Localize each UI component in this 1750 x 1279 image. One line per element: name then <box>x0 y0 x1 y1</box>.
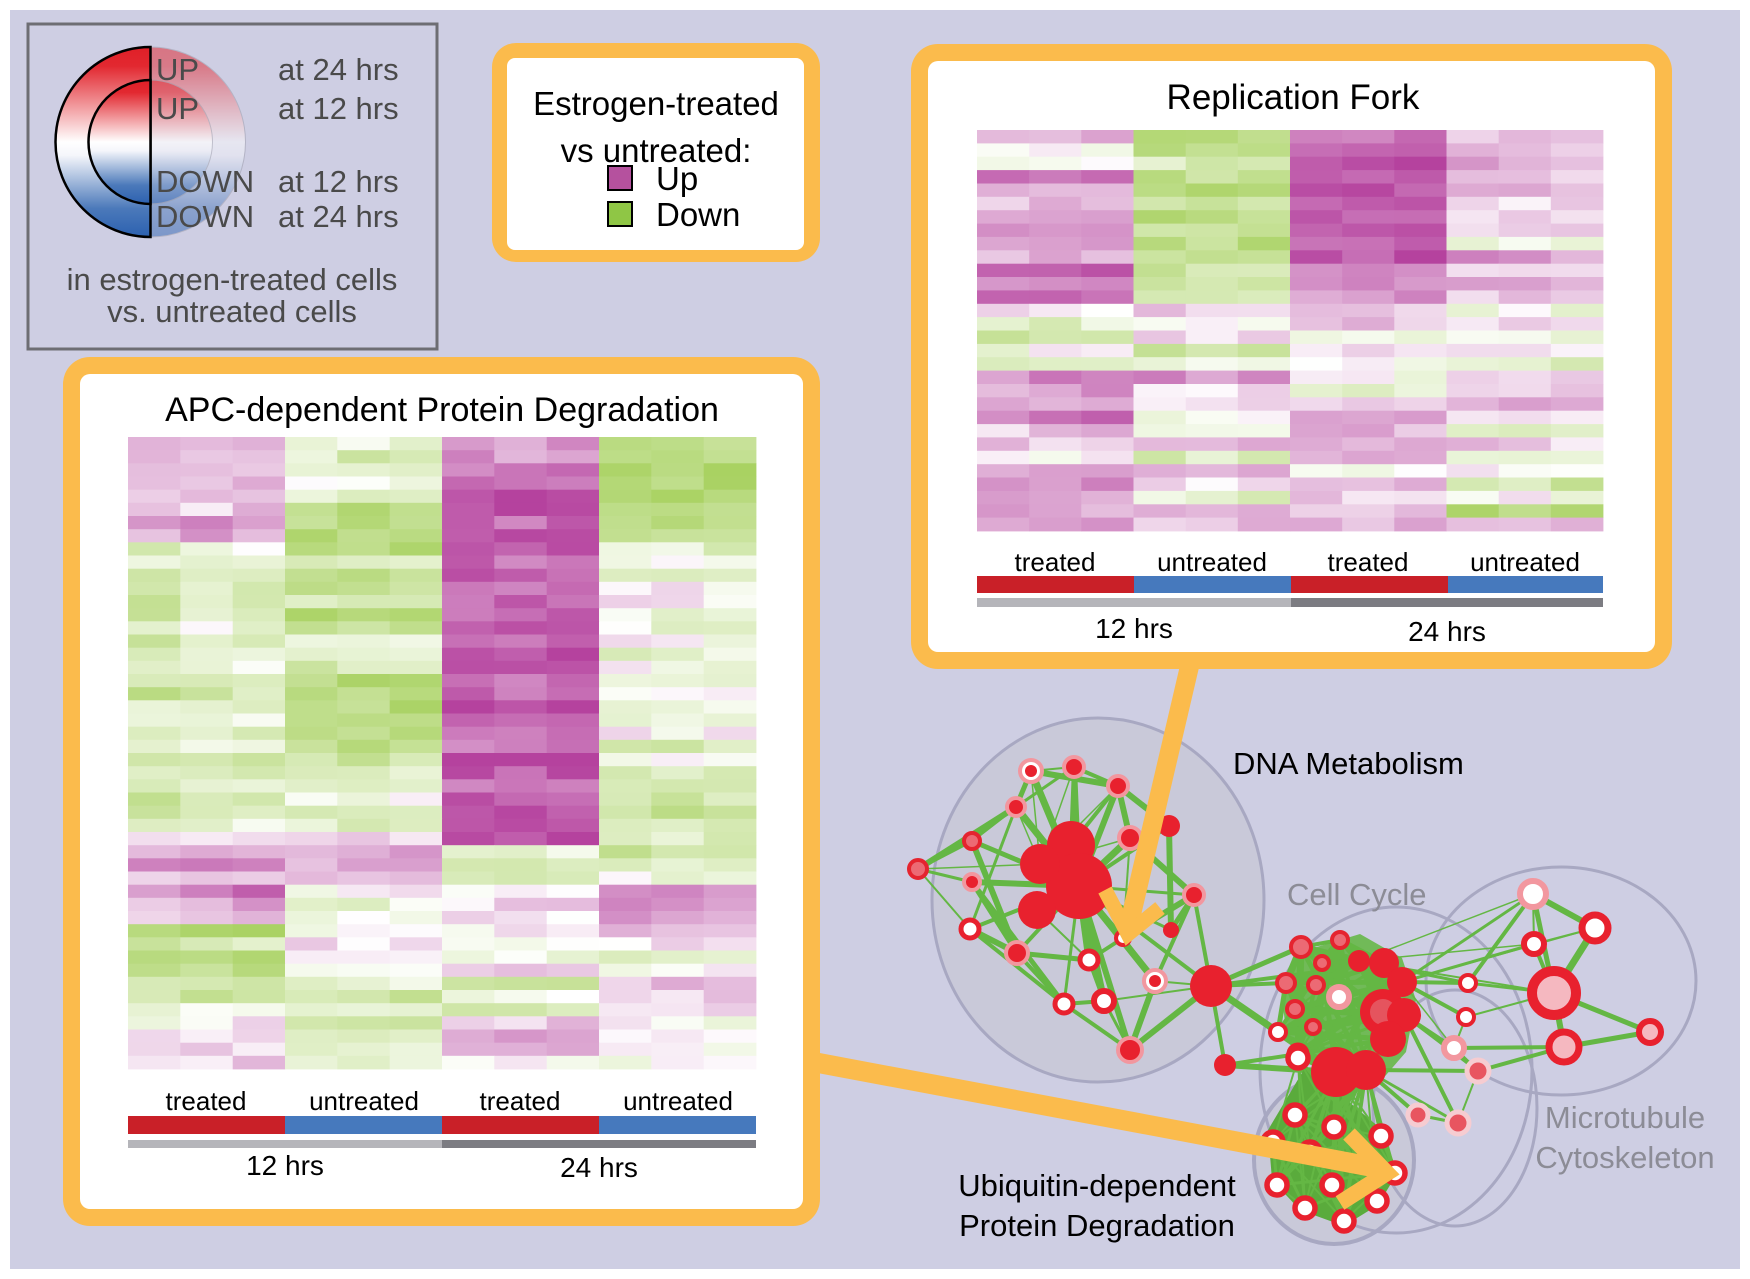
svg-text:UP: UP <box>156 91 199 126</box>
svg-text:APC-dependent Protein Degradat: APC-dependent Protein Degradation <box>165 391 719 429</box>
svg-text:vs untreated:: vs untreated: <box>561 132 752 169</box>
svg-text:treated: treated <box>1015 547 1096 577</box>
svg-text:at 24 hrs: at 24 hrs <box>278 199 399 234</box>
svg-text:UP: UP <box>156 52 199 87</box>
svg-text:12 hrs: 12 hrs <box>1095 613 1173 644</box>
svg-text:Microtubule: Microtubule <box>1545 1100 1705 1135</box>
svg-text:treated: treated <box>1328 547 1409 577</box>
svg-text:Cytoskeleton: Cytoskeleton <box>1535 1140 1714 1175</box>
svg-text:at 12 hrs: at 12 hrs <box>278 91 399 126</box>
svg-text:DOWN: DOWN <box>156 164 254 199</box>
svg-text:treated: treated <box>480 1086 561 1116</box>
svg-text:Replication Fork: Replication Fork <box>1167 78 1420 117</box>
svg-text:Estrogen-treated: Estrogen-treated <box>533 85 779 122</box>
svg-text:12 hrs: 12 hrs <box>246 1150 324 1181</box>
svg-text:at 24 hrs: at 24 hrs <box>278 52 399 87</box>
svg-text:treated: treated <box>166 1086 247 1116</box>
svg-text:DOWN: DOWN <box>156 199 254 234</box>
svg-text:Up: Up <box>656 160 698 197</box>
svg-text:at 12 hrs: at 12 hrs <box>278 164 399 199</box>
svg-text:Cell Cycle: Cell Cycle <box>1287 877 1427 912</box>
svg-text:Protein Degradation: Protein Degradation <box>959 1208 1235 1243</box>
svg-text:in estrogen-treated cells: in estrogen-treated cells <box>67 262 398 297</box>
svg-text:24 hrs: 24 hrs <box>1408 616 1486 647</box>
svg-text:untreated: untreated <box>309 1086 419 1116</box>
svg-text:DNA Metabolism: DNA Metabolism <box>1233 746 1464 781</box>
svg-text:Down: Down <box>656 196 740 233</box>
svg-text:untreated: untreated <box>1157 547 1267 577</box>
svg-text:vs. untreated cells: vs. untreated cells <box>107 294 357 329</box>
svg-text:24 hrs: 24 hrs <box>560 1152 638 1183</box>
svg-text:Ubiquitin-dependent: Ubiquitin-dependent <box>958 1168 1236 1203</box>
svg-text:untreated: untreated <box>623 1086 733 1116</box>
svg-text:untreated: untreated <box>1470 547 1580 577</box>
